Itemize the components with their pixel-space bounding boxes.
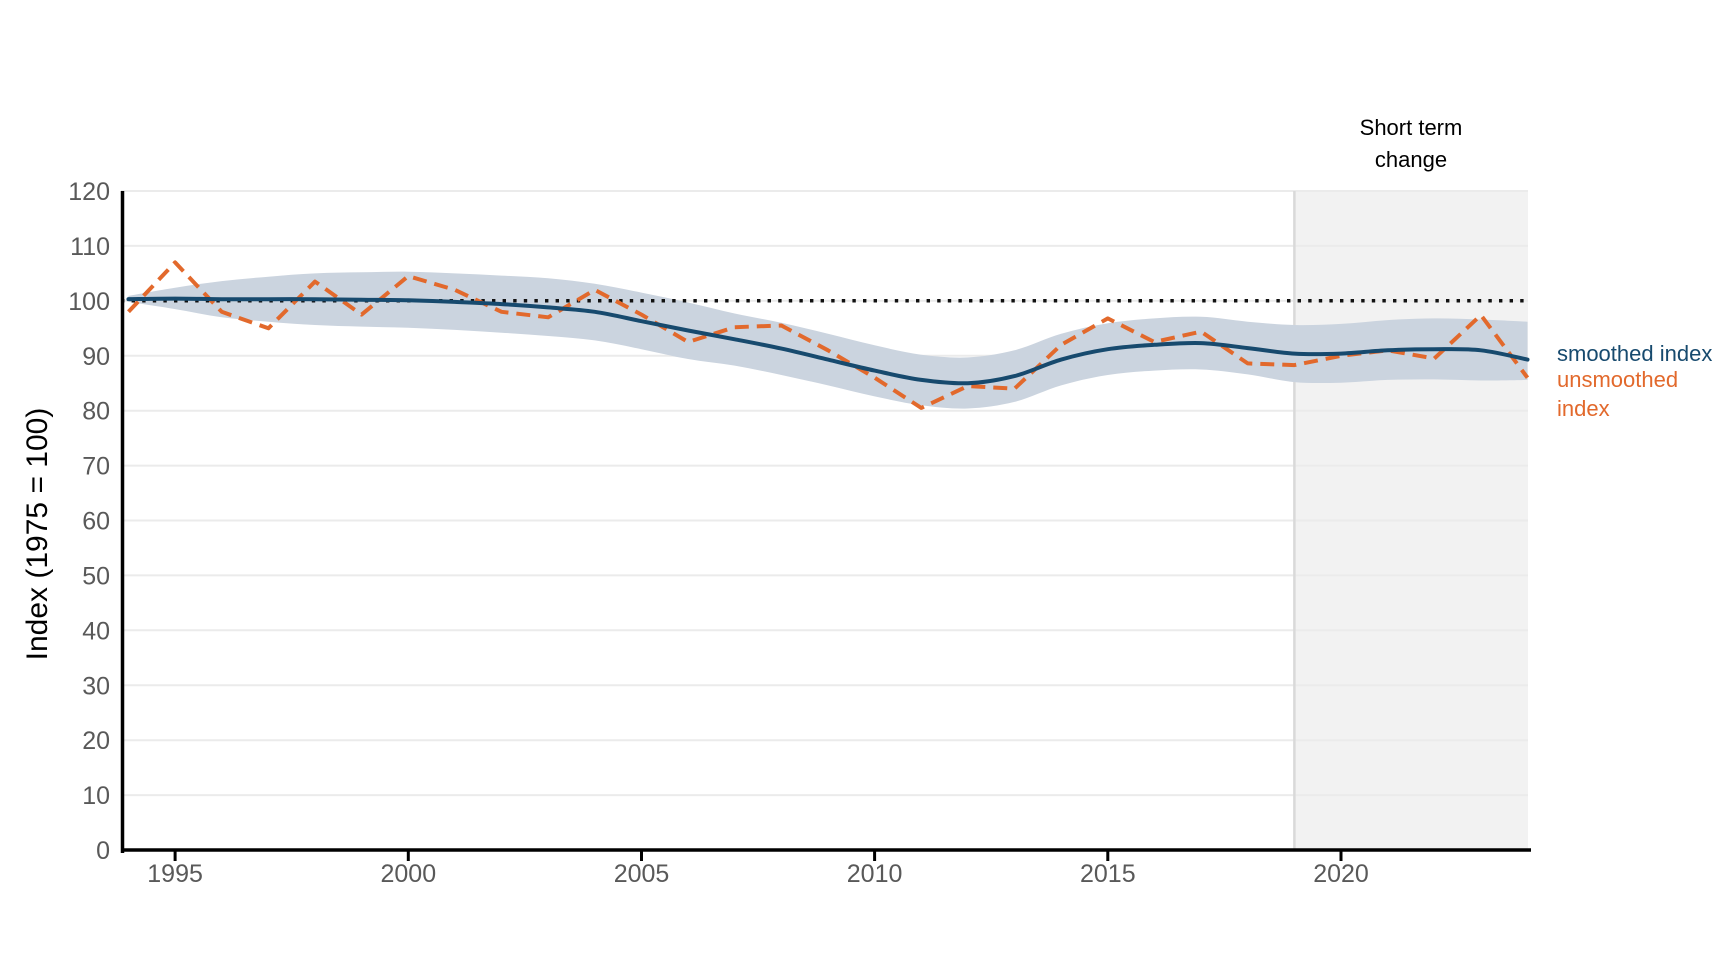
- y-tick-label: 120: [68, 178, 110, 206]
- confidence-band: [128, 271, 1528, 409]
- short-term-change-annotation-line2: change: [1375, 147, 1447, 172]
- short-term-change-annotation-line1: Short term: [1360, 115, 1463, 140]
- x-tick-label: 2020: [1313, 860, 1369, 888]
- y-tick-label: 20: [82, 727, 110, 755]
- x-tick-label: 2000: [380, 860, 436, 888]
- x-tick-label: 2005: [614, 860, 670, 888]
- legend-smoothed-index-label: smoothed index: [1557, 341, 1712, 366]
- y-tick-label: 40: [82, 617, 110, 645]
- x-axis-tick-labels: 1995 2000 2005 2010 2015 2020: [147, 860, 1369, 888]
- smoothed-index-line: [126, 296, 1530, 386]
- smoothed-index-path: [126, 296, 1530, 386]
- y-tick-label: 60: [82, 508, 110, 536]
- y-tick-label: 0: [96, 837, 110, 865]
- y-tick-label: 110: [70, 233, 110, 261]
- y-tick-label: 30: [82, 672, 110, 700]
- unsmoothed-index-path: [127, 260, 1530, 410]
- legend-unsmoothed-index-label-line1: unsmoothed: [1557, 367, 1678, 392]
- unsmoothed-index-line: [127, 260, 1530, 410]
- gridlines: [121, 190, 1528, 850]
- y-tick-label: 80: [82, 398, 110, 426]
- x-tick-label: 1995: [147, 860, 203, 888]
- y-tick-label: 50: [82, 562, 110, 590]
- legend-unsmoothed-index-label-line2: index: [1557, 396, 1610, 421]
- y-tick-label: 100: [68, 288, 110, 316]
- y-tick-label: 90: [82, 343, 110, 371]
- y-axis-tick-labels: 0 10 20 30 40 50 60 70 80 90 100 110 120: [68, 178, 110, 865]
- y-tick-label: 70: [82, 453, 110, 481]
- y-axis-title: Index (1975 = 100): [21, 408, 54, 661]
- y-tick-label: 10: [82, 782, 110, 810]
- x-tick-label: 2010: [847, 860, 903, 888]
- confidence-band-area: [128, 271, 1528, 409]
- axes: [120, 191, 1531, 861]
- x-tick-label: 2015: [1080, 860, 1136, 888]
